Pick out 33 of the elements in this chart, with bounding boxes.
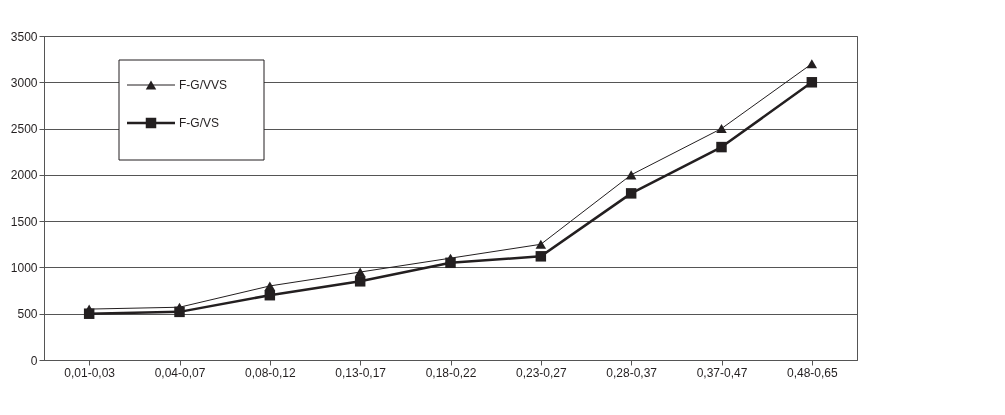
point bbox=[174, 306, 185, 318]
point bbox=[716, 141, 727, 153]
y-tick-label: 0 bbox=[30, 353, 38, 368]
y-tick-label: 1500 bbox=[10, 214, 38, 229]
point bbox=[806, 77, 818, 88]
y-tick-label: 3500 bbox=[10, 29, 38, 44]
point bbox=[535, 251, 547, 262]
x-tick-label: 0,08-0,12 bbox=[244, 365, 297, 380]
point bbox=[716, 124, 727, 134]
x-tick-label: 0,13-0,17 bbox=[335, 365, 387, 380]
point bbox=[625, 170, 637, 180]
legend-label: F-G/VVS bbox=[179, 78, 228, 92]
point bbox=[806, 59, 818, 69]
point bbox=[354, 276, 366, 287]
y-tick-label: 1000 bbox=[10, 260, 38, 275]
x-tick-label: 0,37-0,47 bbox=[696, 365, 748, 380]
point bbox=[625, 188, 637, 199]
y-tick-label: 3000 bbox=[10, 75, 38, 90]
x-tick-label: 0,48-0,65 bbox=[786, 365, 839, 380]
point bbox=[445, 257, 456, 269]
x-tick-label: 0,23-0,27 bbox=[515, 365, 568, 380]
x-tick-label: 0,01-0,03 bbox=[64, 365, 116, 380]
point bbox=[83, 308, 95, 319]
point bbox=[264, 289, 276, 301]
x-tick-label: 0,04-0,07 bbox=[154, 365, 206, 380]
y-tick-label: 2500 bbox=[10, 122, 38, 137]
legend-label: F-G/VS bbox=[179, 116, 220, 130]
x-tick-label: 0,28-0,37 bbox=[606, 365, 658, 380]
y-tick-label: 500 bbox=[17, 307, 38, 322]
y-tick-label: 2000 bbox=[10, 168, 38, 183]
x-tick-label: 0,18-0,22 bbox=[425, 365, 477, 380]
point bbox=[535, 239, 547, 249]
point bbox=[264, 281, 276, 291]
